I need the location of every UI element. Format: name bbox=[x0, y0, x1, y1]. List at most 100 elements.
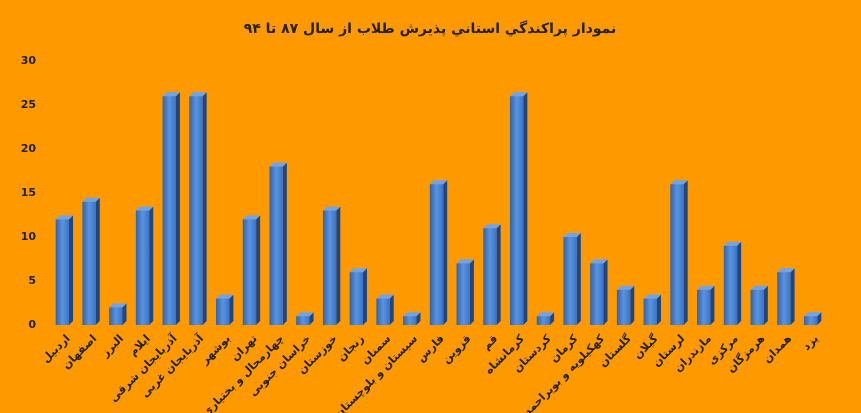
bar-top bbox=[803, 312, 822, 317]
bar-top bbox=[109, 303, 127, 308]
bar-side bbox=[443, 180, 448, 325]
bar-side bbox=[496, 224, 501, 325]
bar-side bbox=[69, 215, 74, 325]
bar bbox=[777, 272, 791, 325]
bar-top bbox=[242, 215, 261, 220]
bar bbox=[376, 298, 390, 325]
bar bbox=[429, 184, 444, 325]
y-tick-label: 5 bbox=[28, 274, 36, 287]
bar-top bbox=[429, 180, 448, 185]
bar bbox=[403, 316, 417, 325]
bar-top bbox=[349, 268, 368, 273]
bar-top bbox=[456, 259, 474, 264]
bar bbox=[670, 184, 684, 325]
y-tick-label: 10 bbox=[21, 230, 37, 243]
y-tick-label: 20 bbox=[21, 142, 37, 155]
bar-side bbox=[95, 197, 100, 325]
bar-top bbox=[616, 285, 635, 290]
bar-side bbox=[790, 268, 795, 325]
bar bbox=[616, 289, 631, 325]
bar-side bbox=[763, 285, 768, 325]
bar-top bbox=[563, 233, 581, 237]
x-tick-label: البرز bbox=[98, 332, 126, 360]
y-tick-label: 0 bbox=[28, 318, 36, 331]
bar bbox=[803, 316, 818, 325]
bar bbox=[242, 219, 257, 325]
bar-top bbox=[269, 162, 287, 167]
bar bbox=[55, 219, 70, 325]
bar bbox=[296, 316, 310, 325]
x-tick-label: همدان bbox=[761, 332, 795, 366]
bar bbox=[135, 210, 150, 325]
bar bbox=[697, 289, 711, 325]
bar bbox=[723, 245, 738, 325]
bar-top bbox=[509, 92, 528, 97]
bar-top bbox=[536, 312, 555, 317]
y-tick-label: 25 bbox=[21, 98, 36, 111]
bar bbox=[750, 289, 764, 325]
chart-title: نمودار پراکندگي استاني پذيرش طلاب از سال… bbox=[244, 20, 617, 37]
bar-top bbox=[322, 206, 341, 211]
bar-top bbox=[590, 259, 608, 264]
bar-side bbox=[309, 312, 314, 325]
bar-side bbox=[416, 312, 421, 325]
bar-side bbox=[523, 92, 528, 325]
bar-side bbox=[363, 268, 368, 325]
bar bbox=[322, 210, 337, 325]
x-tick-label: بوشهر bbox=[198, 332, 233, 367]
bar-side bbox=[630, 285, 635, 325]
bar bbox=[456, 263, 470, 325]
bar-top bbox=[697, 285, 715, 290]
bar bbox=[189, 96, 203, 325]
bar-side bbox=[656, 294, 661, 325]
bar-top bbox=[750, 285, 768, 290]
bar-top bbox=[403, 312, 421, 317]
bar-top bbox=[723, 241, 742, 246]
bar bbox=[269, 166, 283, 325]
y-tick-label: 15 bbox=[21, 186, 36, 199]
bar-top bbox=[643, 294, 661, 299]
bar bbox=[509, 96, 524, 325]
bar-side bbox=[817, 312, 822, 325]
x-tick-label: قزوین bbox=[440, 332, 474, 366]
bar-side bbox=[389, 294, 394, 325]
bar-top bbox=[483, 224, 501, 229]
bar bbox=[216, 298, 230, 325]
bar-top bbox=[670, 180, 688, 185]
bar-side bbox=[737, 241, 742, 325]
bar-top bbox=[216, 294, 234, 299]
bar-side bbox=[149, 206, 154, 325]
bar-side bbox=[576, 233, 581, 325]
bar bbox=[643, 298, 657, 325]
bar-side bbox=[175, 92, 180, 325]
bar-side bbox=[550, 312, 555, 325]
bar-side bbox=[683, 180, 688, 325]
bar-top bbox=[777, 268, 795, 273]
bar bbox=[483, 228, 497, 325]
bar-side bbox=[229, 294, 234, 325]
bar-side bbox=[469, 259, 474, 325]
bar-top bbox=[189, 92, 207, 97]
x-tick-label: یزد bbox=[800, 332, 821, 353]
bar-side bbox=[710, 285, 715, 325]
bar-top bbox=[162, 92, 180, 97]
bar-side bbox=[336, 206, 341, 325]
bar-top bbox=[376, 294, 394, 299]
bar-side bbox=[256, 215, 261, 325]
bar-top bbox=[296, 312, 314, 317]
bar-side bbox=[282, 162, 287, 325]
bar bbox=[536, 316, 551, 325]
bar bbox=[162, 96, 176, 325]
bar bbox=[109, 307, 123, 325]
y-tick-label: 30 bbox=[21, 54, 37, 67]
bar bbox=[590, 263, 604, 325]
bar-top bbox=[55, 215, 74, 220]
bar bbox=[349, 272, 364, 325]
bar bbox=[563, 237, 577, 325]
bar bbox=[82, 201, 96, 325]
bar-top bbox=[82, 197, 100, 202]
bar-side bbox=[603, 259, 608, 325]
bar-side bbox=[122, 303, 127, 325]
bar-top bbox=[135, 206, 154, 211]
